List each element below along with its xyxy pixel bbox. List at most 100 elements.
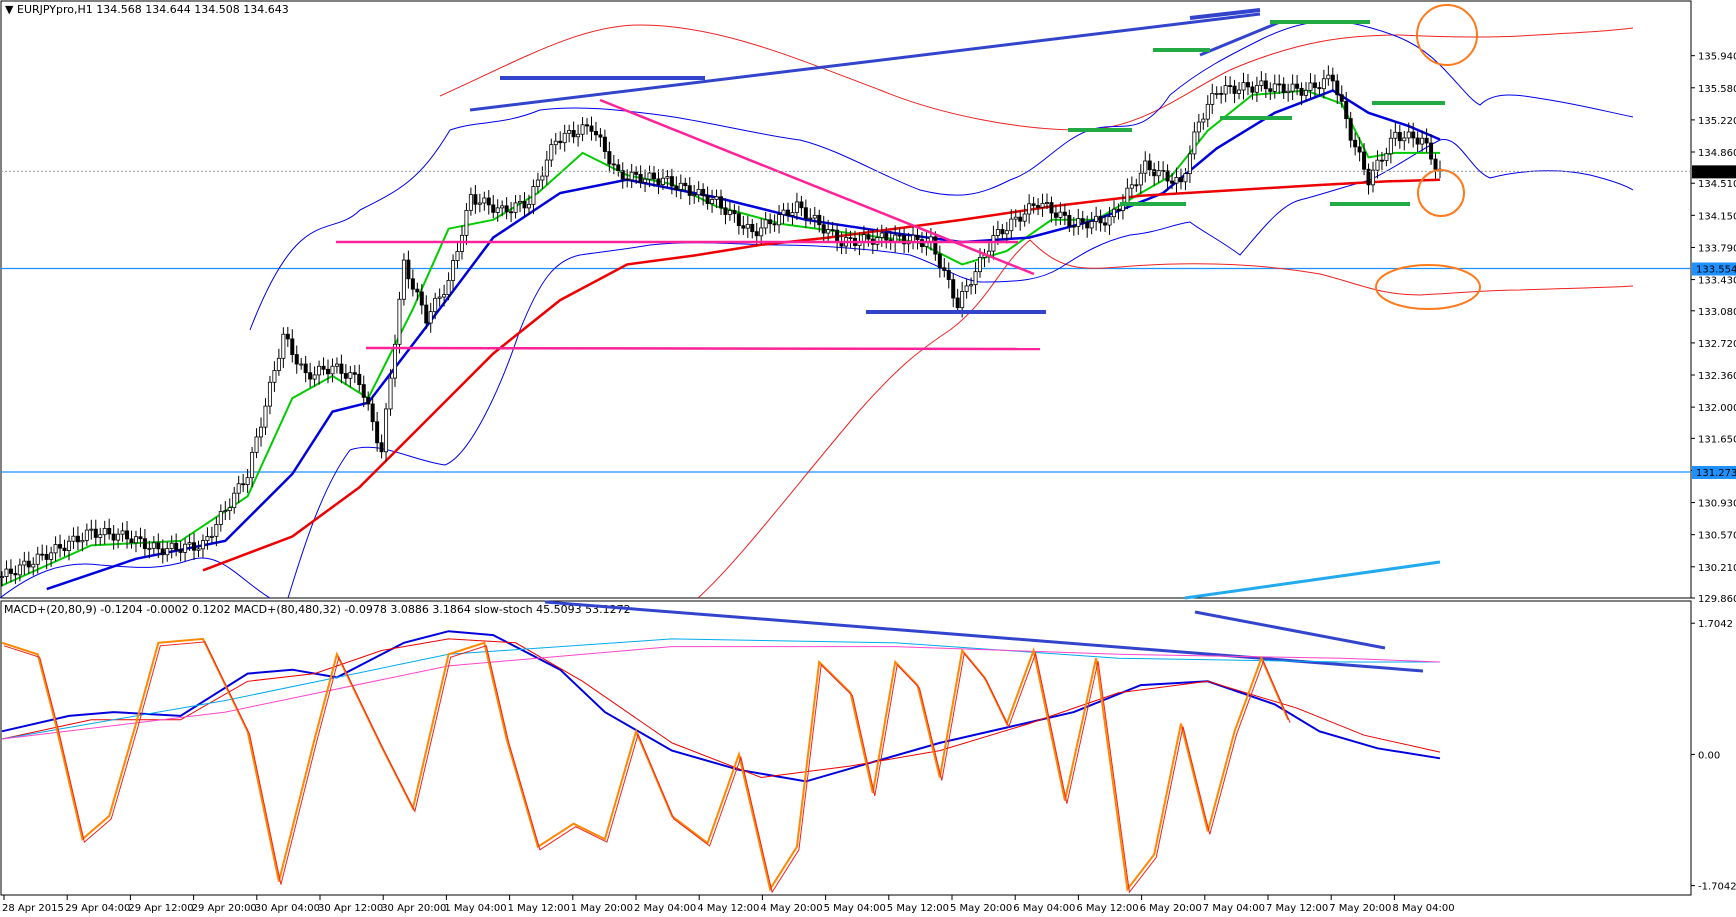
candle-body [544, 159, 549, 177]
macd-trendline-1[interactable] [544, 600, 1424, 673]
candle-body [1384, 153, 1389, 162]
candle-body [116, 533, 121, 541]
highlight-ellipse-3[interactable] [1375, 264, 1481, 310]
level-magenta-2[interactable] [365, 346, 1041, 351]
candle-body [133, 536, 138, 544]
candle-body [678, 182, 683, 190]
trendline-blue-upper[interactable] [469, 12, 1261, 112]
highlight-ellipse-1[interactable] [1416, 4, 1478, 66]
candle-body [1397, 131, 1402, 142]
candle-body [491, 204, 496, 213]
candle-body [446, 279, 451, 295]
candle-body [1290, 83, 1295, 92]
candle-body [1393, 131, 1398, 139]
candle-body [1076, 218, 1081, 227]
candle-body [321, 365, 326, 370]
candlesticks [0, 65, 1443, 587]
candle-body [451, 260, 456, 281]
candle-body [549, 144, 554, 161]
candle-body [1013, 216, 1018, 220]
candle-body [1375, 159, 1380, 171]
candle-body [1067, 214, 1072, 227]
candle-body [379, 442, 384, 453]
candle-body [1009, 218, 1014, 232]
candle-body [879, 232, 884, 238]
candle-body [562, 132, 567, 144]
level-blue-2[interactable] [1189, 8, 1261, 20]
candle-body [522, 201, 527, 209]
candle-body [1286, 90, 1291, 93]
candle-body [111, 533, 116, 541]
price-tick-label: 134.860 [1698, 148, 1736, 159]
candle-body [714, 196, 719, 200]
candle-body [263, 405, 268, 428]
candle-body [526, 203, 531, 209]
time-tick-label: 5 May 20:00 [950, 903, 1012, 914]
candle-body [701, 188, 706, 197]
candle-body [513, 202, 518, 213]
candle-body [937, 253, 942, 269]
candle-body [830, 229, 835, 232]
moving-averages [1, 89, 1441, 591]
time-tick-label: 7 May 20:00 [1329, 903, 1391, 914]
candle-body [343, 373, 348, 379]
candle-body [1228, 85, 1233, 87]
symbol-dropdown-icon[interactable]: ▼ [5, 3, 14, 16]
candle-body [643, 178, 648, 183]
time-tick-label: 4 May 12:00 [697, 903, 759, 914]
level-blue-3[interactable] [1199, 20, 1281, 57]
candle-body [227, 507, 232, 512]
candle-body [1125, 187, 1130, 203]
candle-body [326, 368, 331, 375]
candle-body [1263, 80, 1268, 90]
candle-body [884, 232, 889, 241]
candle-body [84, 529, 89, 541]
candle-body [80, 539, 85, 543]
time-tick-label: 5 May 04:00 [824, 903, 886, 914]
candle-body [821, 224, 826, 234]
candle-body [638, 174, 643, 183]
price-tick-label: 132.360 [1698, 371, 1736, 382]
candle-body [1187, 153, 1192, 174]
candle-body [656, 178, 661, 185]
candle-body [62, 547, 67, 551]
candle-body [35, 553, 40, 565]
candle-body [696, 188, 701, 196]
candle-body [1170, 180, 1175, 184]
user-drawings[interactable] [336, 4, 1481, 673]
candle-body [732, 210, 737, 215]
trendline-cyan[interactable] [1184, 560, 1441, 600]
candle-body [1241, 82, 1246, 91]
candle-body [1348, 118, 1353, 141]
candle-body [660, 177, 665, 185]
time-tick-label: 29 Apr 04:00 [65, 903, 130, 914]
time-tick-label: 29 Apr 20:00 [192, 903, 257, 914]
candle-body [933, 236, 938, 255]
candle-body [589, 125, 594, 132]
candle-body [1027, 203, 1032, 215]
candle-body [1000, 229, 1005, 235]
time-tick-label: 8 May 04:00 [1392, 903, 1454, 914]
highlight-ellipse-2[interactable] [1417, 169, 1465, 217]
candle-body [1424, 137, 1429, 144]
price-tick-label: 134.150 [1698, 211, 1736, 222]
candle-body [419, 291, 424, 306]
time-tick-label: 5 May 12:00 [887, 903, 949, 914]
candle-body [1321, 78, 1326, 90]
candle-body [107, 527, 112, 535]
horizontal-level-label: 133.554 [1696, 265, 1736, 276]
candle-body [777, 214, 782, 226]
candle-body [49, 552, 54, 560]
indicator-tick-label: 0.00 [1698, 750, 1720, 761]
trendline-magenta[interactable] [599, 98, 1035, 276]
price-tick-label: 130.210 [1698, 563, 1736, 574]
candle-body [290, 338, 295, 355]
candle-body [40, 553, 45, 556]
candle-body [897, 234, 902, 237]
candle-body [357, 373, 362, 385]
macd-trendline-2[interactable] [1194, 610, 1386, 650]
candle-body [1245, 82, 1250, 88]
candle-body [482, 197, 487, 204]
envelope-bands [0, 20, 1634, 599]
price-tick-label: 130.570 [1698, 531, 1736, 542]
